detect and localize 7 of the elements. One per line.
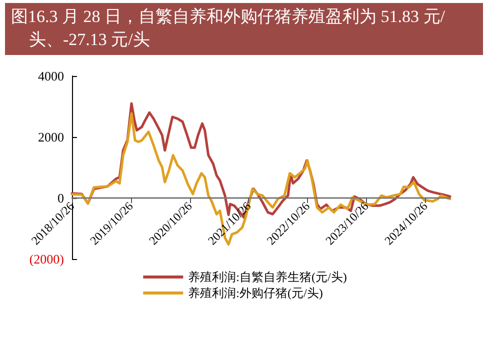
y-tick-label: 0 — [58, 190, 64, 206]
y-tick-label: (2000) — [29, 252, 64, 266]
y-tick-label: 4000 — [38, 68, 64, 84]
chart-title: 图16.3 月 28 日，自繁自养和外购仔猪养殖盈利为 51.83 元/头、-27.13 元/头 — [5, 3, 483, 55]
y-tick-label: 2000 — [38, 130, 64, 144]
legend-label: 养殖利润:自繁自养生猪(元/头) — [188, 270, 347, 284]
legend-label: 养殖利润:外购仔猪(元/头) — [188, 286, 323, 300]
